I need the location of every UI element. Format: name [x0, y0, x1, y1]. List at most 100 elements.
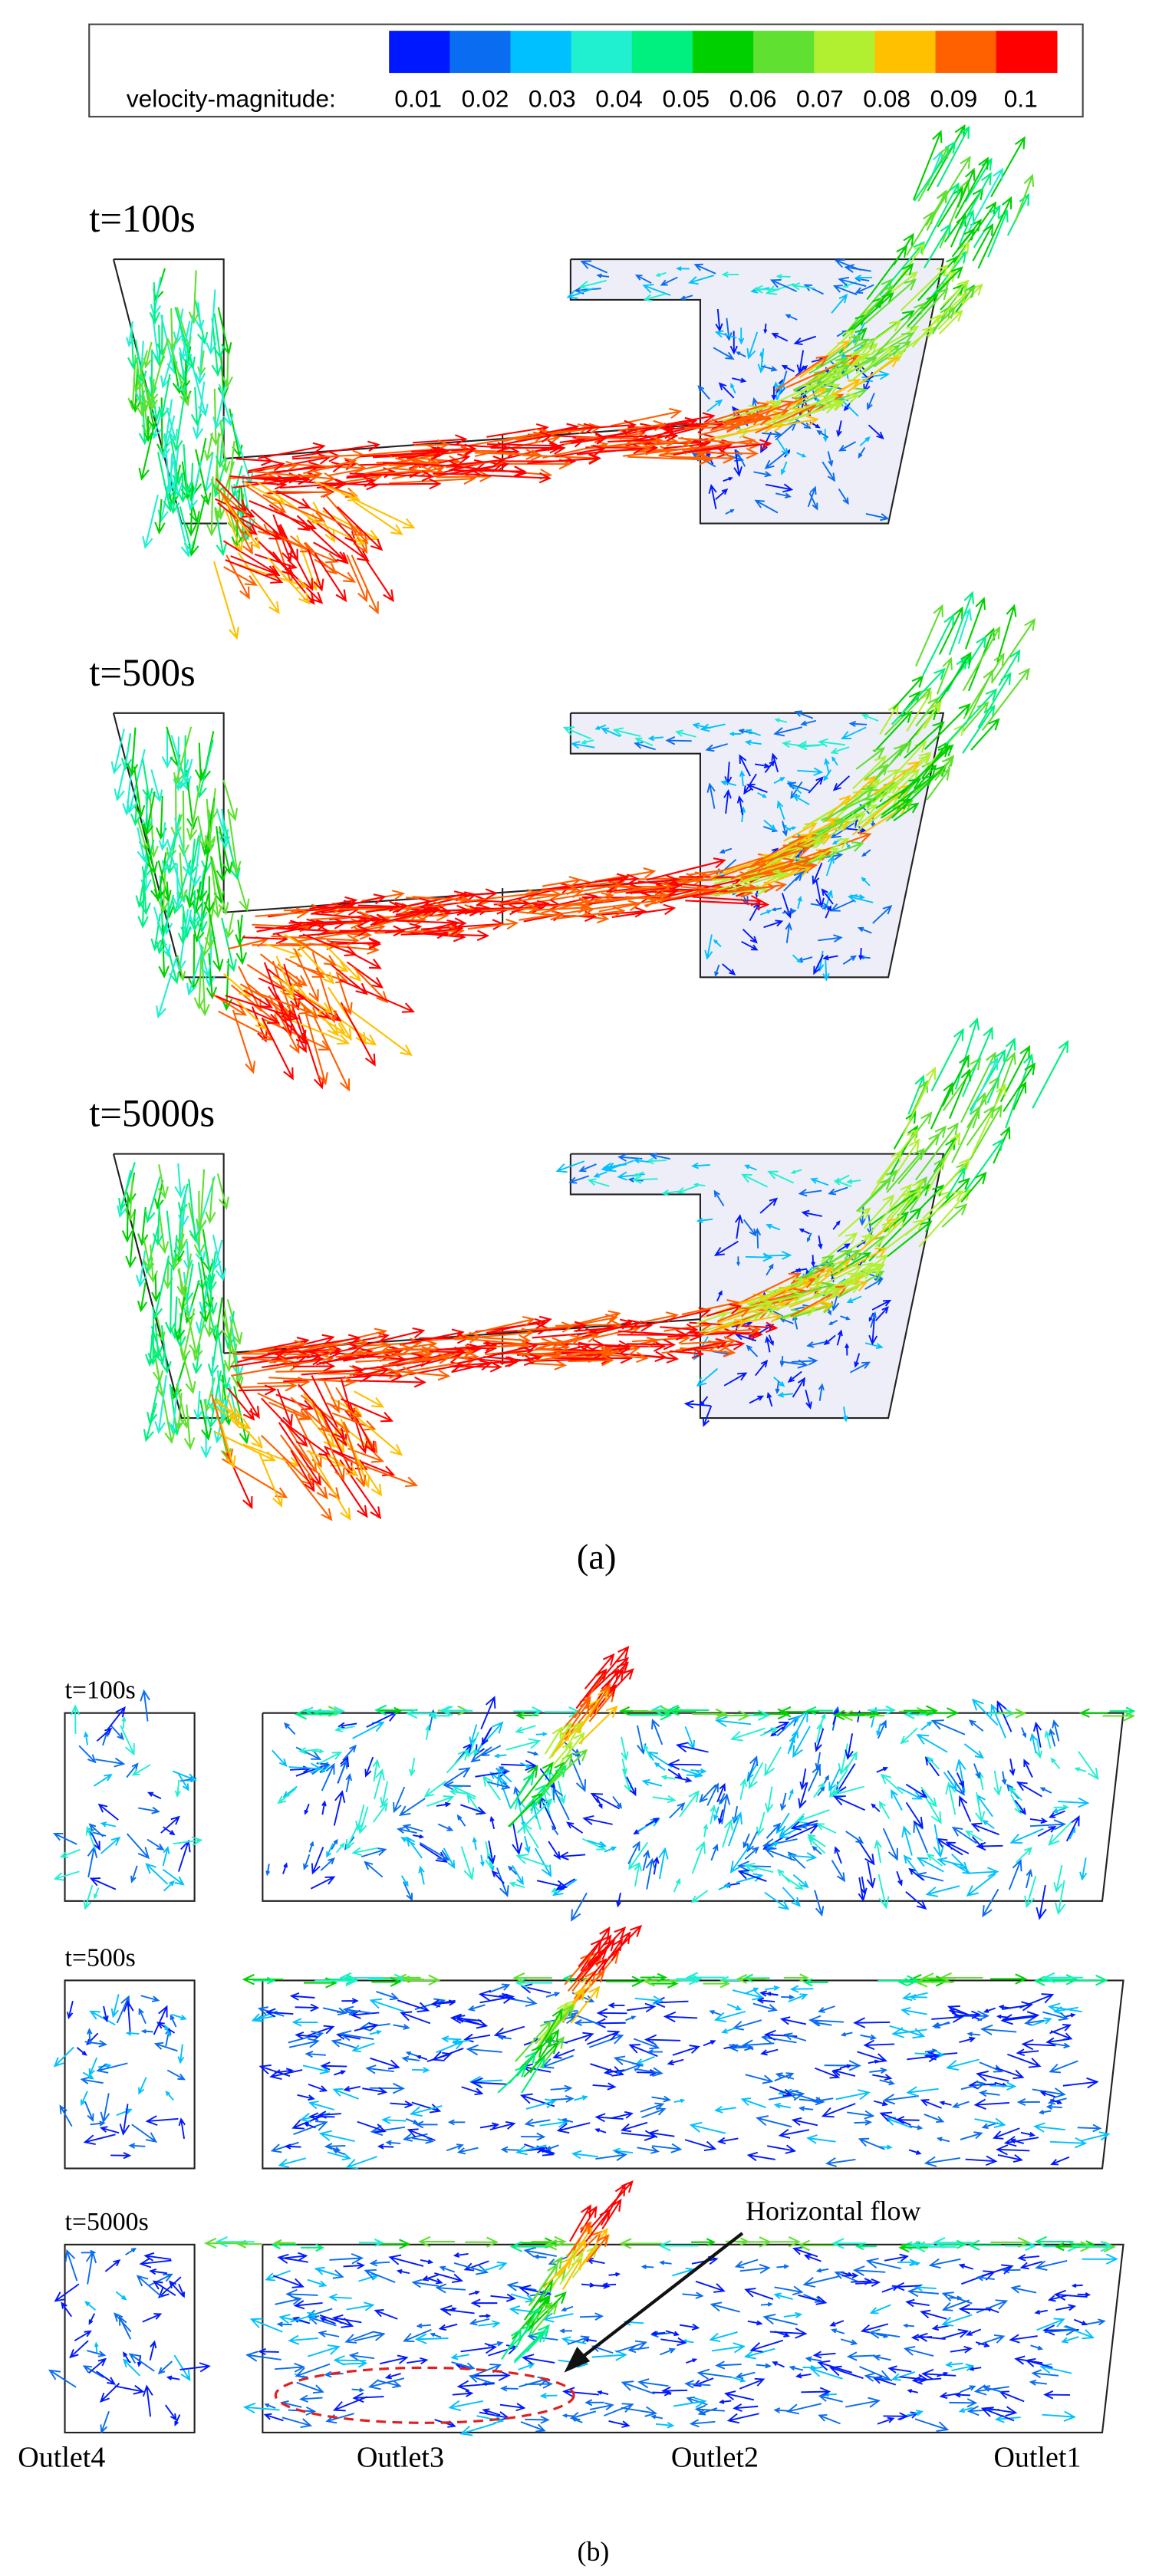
vector-arrow — [587, 1840, 607, 1848]
vector-arrow — [509, 2241, 553, 2252]
vector-arrow — [107, 1706, 126, 1730]
vector-arrow — [621, 1736, 629, 1762]
vector-arrow — [227, 1387, 255, 1421]
vector-arrow — [445, 2307, 457, 2312]
vector-arrow — [761, 365, 778, 372]
vector-arrow — [762, 430, 782, 438]
vector-arrow — [647, 2048, 663, 2055]
vector-arrow — [781, 1994, 795, 2000]
vector-arrow — [299, 2394, 323, 2403]
vector-arrow — [216, 995, 281, 1025]
vector-arrow — [179, 1308, 196, 1361]
vector-arrow — [971, 1836, 984, 1850]
vector-arrow — [774, 2072, 795, 2082]
vector-arrow — [937, 1857, 964, 1867]
vector-arrow — [219, 808, 231, 849]
vector-arrow — [755, 1360, 769, 1377]
vector-arrow — [126, 321, 135, 347]
vector-arrow — [779, 1706, 820, 1718]
vector-arrow — [118, 1162, 136, 1212]
vector-arrow — [722, 963, 736, 975]
vector-arrow — [711, 2342, 746, 2354]
vector-arrow — [338, 2030, 374, 2041]
vector-arrow — [610, 407, 683, 427]
vector-arrow — [660, 276, 678, 286]
vector-arrow — [290, 1397, 331, 1433]
vector-arrow — [864, 278, 917, 324]
vector-arrow — [604, 1846, 617, 1853]
vector-arrow — [941, 2314, 973, 2327]
vector-arrow — [769, 2086, 792, 2097]
vector-arrow — [806, 1341, 826, 1348]
vector-arrow — [905, 1891, 927, 1910]
vector-arrow — [827, 451, 834, 467]
vector-arrow — [1045, 2104, 1062, 2110]
vector-arrow — [658, 2240, 699, 2252]
time-label: t=5000s — [89, 1092, 215, 1135]
vector-arrow — [452, 1785, 476, 1798]
vector-arrow — [193, 1190, 206, 1257]
vector-arrow — [857, 926, 872, 934]
vector-arrow — [673, 2397, 707, 2409]
vector-arrow — [920, 2309, 947, 2320]
vector-arrow — [594, 724, 607, 730]
vector-arrow — [569, 2410, 597, 2421]
vector-arrow — [481, 1726, 492, 1746]
vector-arrow — [1048, 2295, 1068, 2302]
vector-arrow — [177, 2044, 185, 2064]
vector-arrow — [525, 2098, 557, 2110]
vector-arrow — [331, 2038, 357, 2049]
vector-arrow — [776, 438, 789, 456]
vector-arrow — [861, 849, 871, 857]
vector-arrow — [746, 331, 759, 360]
vector-arrow — [1038, 2110, 1052, 2115]
vector-arrow — [465, 2236, 499, 2248]
vector-arrow — [586, 2234, 609, 2263]
vector-arrow — [810, 837, 850, 863]
vector-arrow — [706, 782, 716, 809]
vector-arrow — [817, 357, 848, 383]
vector-arrow — [832, 2068, 856, 2077]
vector-arrow — [920, 266, 963, 310]
vector-arrow — [713, 2010, 746, 2022]
vector-arrow — [959, 2036, 976, 2044]
vector-arrow — [308, 1449, 351, 1521]
vector-arrow — [143, 341, 153, 369]
vector-arrow — [1005, 1053, 1034, 1129]
vector-arrow — [175, 502, 192, 558]
vector-arrow — [799, 1768, 807, 1791]
vector-arrow — [515, 2020, 552, 2062]
vector-arrow — [591, 2350, 627, 2361]
vector-arrow — [449, 1356, 520, 1367]
vector-arrow — [567, 2335, 591, 2345]
vector-arrow — [110, 729, 125, 775]
vector-arrow — [860, 2034, 877, 2041]
vector-arrow — [872, 2074, 893, 2081]
vector-arrow — [52, 1832, 77, 1845]
vector-arrow — [931, 2012, 964, 2023]
vector-arrow — [265, 1864, 271, 1877]
vector-arrow — [571, 1892, 588, 1922]
vector-arrow — [710, 1805, 716, 1824]
vector-arrow — [817, 2360, 853, 2374]
vector-arrow — [604, 2403, 634, 2416]
vector-arrow — [1025, 1868, 1033, 1889]
vector-arrow — [95, 2370, 117, 2385]
vector-arrow — [579, 2312, 604, 2321]
vector-arrow — [230, 1360, 301, 1377]
vector-arrow — [818, 2005, 835, 2013]
vector-arrow — [759, 833, 814, 865]
vector-arrow — [697, 2407, 718, 2416]
vector-arrow — [925, 190, 948, 227]
color-cell — [692, 31, 754, 74]
vector-arrow — [793, 335, 817, 346]
vector-arrow — [1032, 1721, 1042, 1748]
vector-arrow — [743, 773, 757, 795]
vector-arrow — [481, 1745, 502, 1756]
vector-arrow — [954, 1017, 980, 1090]
vector-arrow — [936, 2137, 950, 2143]
vector-arrow — [732, 377, 747, 383]
vector-arrow — [126, 1762, 139, 1778]
vector-arrow — [555, 1878, 576, 1890]
vector-arrow — [652, 2389, 673, 2397]
